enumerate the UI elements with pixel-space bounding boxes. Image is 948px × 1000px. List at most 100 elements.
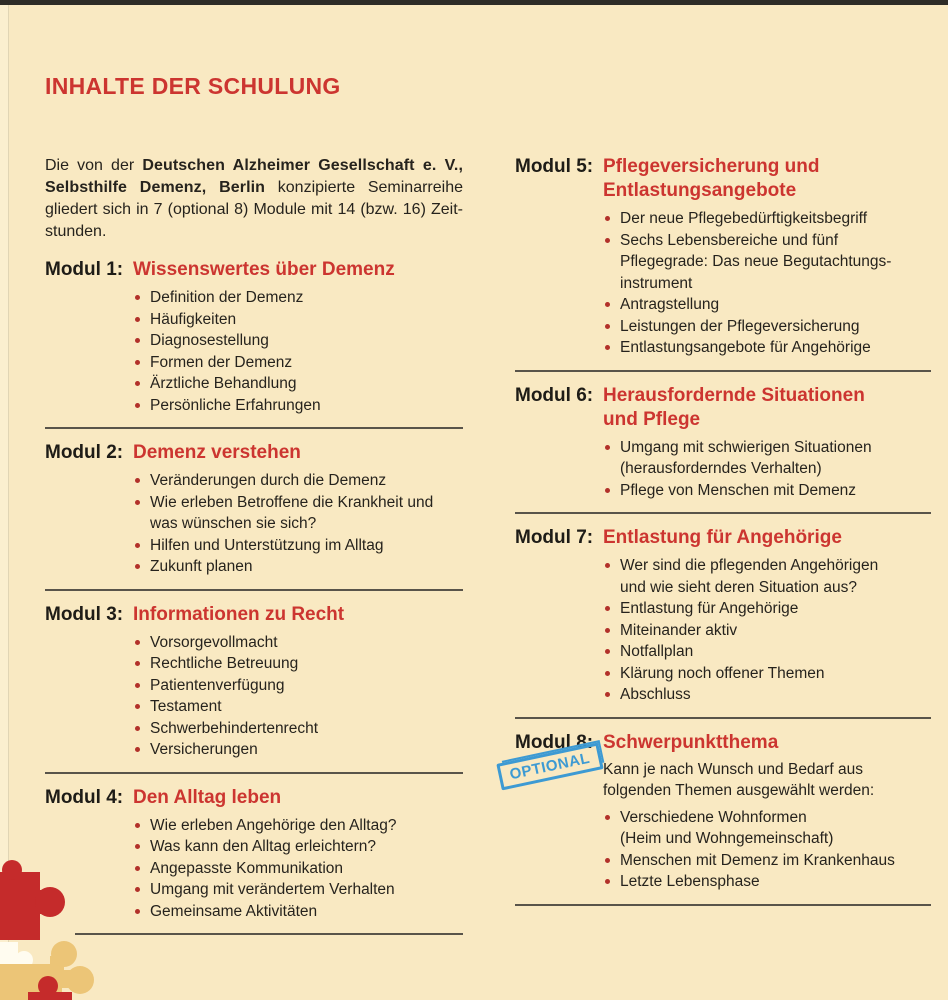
module-3-block: Modul 3: Informationen zu Recht Vorsorgevo… (45, 603, 463, 761)
module-title: Demenz verstehen (133, 442, 301, 463)
module-topic-item: Notfallplan (603, 641, 931, 663)
module-label: Modul 5: (515, 156, 594, 177)
module-divider (75, 933, 463, 935)
page-title: INHALTE DER SCHULUNG (45, 73, 341, 99)
module-divider (515, 716, 931, 719)
module-topic-list: Verschiedene Wohnformen (Heim und Wohnge… (603, 807, 931, 893)
module-content: Herausfordernde Situationen und Pflege Um… (603, 384, 931, 502)
module-topic-item: Häufigkeiten (133, 309, 463, 331)
module-title: Den Alltag leben (133, 786, 282, 808)
module-topic-item: Pflege von Menschen mit Demenz (603, 480, 931, 502)
module-topic-item: Formen der Demenz (133, 352, 463, 374)
module-topic-item: Umgang mit schwierigen Situationen (hera… (603, 437, 931, 480)
module-6-block: Modul 6: Herausfordernde Situationen und … (515, 384, 931, 502)
module-topic-item: Leistungen der Pflegeversicherung (603, 316, 931, 338)
module-label: Modul 6: (515, 384, 594, 406)
module-divider (515, 369, 931, 372)
module-topic-item: Abschluss (603, 684, 931, 706)
module-label: Modul 3: (45, 603, 124, 625)
module-divider (515, 512, 931, 514)
module-topic-item: Wie erleben Betroffene die Krankheit und… (133, 492, 463, 535)
module-topic-item: Menschen mit Demenz im Krankenhaus (603, 850, 931, 872)
module-content: Pflegeversicherung und Entlastungsangebo… (603, 155, 931, 359)
module-divider (515, 903, 931, 906)
module-2-block: Modul 2: Demenz verstehen Veränderungen du… (45, 441, 463, 578)
puzzle-decoration (0, 860, 94, 1000)
module-label: Modul 1: (45, 259, 124, 280)
module-topic-item: Angepasste Kommunikation (133, 858, 463, 880)
module-content: Informationen zu Recht Vorsorgevollmacht R… (133, 603, 463, 761)
module-divider (45, 427, 463, 429)
puzzle-piece-red-icon (0, 860, 65, 940)
module-7-block: Modul 7: Entlastung für Angehörige Wer sin… (515, 526, 931, 706)
module-label: Modul 8: (515, 731, 594, 753)
module-title: Wissenswertes über Demenz (133, 259, 395, 280)
module-topic-item: Vorsorgevollmacht (133, 632, 463, 654)
module-topic-list: Der neue Pflegebedürftigkeitsbegriff Sech… (603, 208, 931, 359)
module-topic-item: Klärung noch offener Themen (603, 663, 931, 685)
module-title: Pflegeversicherung und Entlastungsangebo… (603, 156, 820, 201)
module-topic-item: Zukunft planen (133, 556, 463, 578)
module-label: Modul 2: (45, 442, 124, 463)
module-topic-list: Vorsorgevollmacht Rechtliche Betreuung Pat… (133, 632, 463, 761)
module-topic-item: Der neue Pflegebedürftigkeitsbegriff (603, 208, 931, 230)
module-divider (45, 771, 463, 774)
module-lead-text: Kann je nach Wunsch und Bedarf aus folge… (603, 760, 875, 800)
module-title: Informationen zu Recht (133, 603, 345, 625)
module-topic-item: Versicherungen (133, 739, 463, 761)
module-topic-item: Miteinander aktiv (603, 620, 931, 642)
module-topic-item: Ärztliche Behandlung (133, 373, 463, 395)
module-topic-item: Schwerbehindertenrecht (133, 718, 463, 740)
module-topic-item: Was kann den Alltag erleichtern? (133, 836, 463, 858)
module-content: Entlastung für Angehörige Wer sind die pf… (603, 526, 931, 706)
puzzle-knob-red-icon (28, 976, 72, 1000)
module-topic-item: Wer sind die pflegenden Angehörigen und … (603, 555, 931, 598)
intro-bold-text: Deutschen Alzheimer Gesellschaft e. V., … (45, 157, 464, 196)
module-topic-item: Wie erleben Angehörige den Alltag? (133, 815, 463, 837)
module-topic-item: Antragstellung (603, 294, 931, 316)
module-topic-list: Umgang mit schwierigen Situationen (hera… (603, 437, 931, 502)
module-topic-item: Rechtliche Betreuung (133, 653, 463, 675)
module-topic-item: Definition der Demenz (133, 287, 463, 309)
module-topic-list: Definition der Demenz Häufigkeiten Diagnos… (133, 287, 463, 416)
module-1-block: Modul 1: Wissenswertes über Demenz Definit… (45, 258, 463, 416)
top-edge-bar (0, 0, 948, 5)
module-topic-list: Wer sind die pflegenden Angehörigen und … (603, 555, 931, 706)
module-content: Den Alltag leben Wie erleben Angehörige d… (133, 786, 463, 923)
module-topic-list: Veränderungen durch die Demenz Wie erlebe… (133, 470, 463, 578)
module-topic-list: Wie erleben Angehörige den Alltag? Was ka… (133, 815, 463, 923)
module-content: Schwerpunktthema Kann je nach Wunsch und … (603, 731, 931, 893)
module-topic-item: Umgang mit verändertem Verhalten (133, 879, 463, 901)
module-content: Wissenswertes über Demenz Definition der … (133, 258, 463, 416)
intro-paragraph: Die von der Deutschen Alzheimer Gesellsc… (45, 155, 463, 243)
module-topic-item: Hilfen und Unterstützung im Alltag (133, 535, 463, 557)
module-topic-item: Entlastungsangebote für Angehörige (603, 337, 931, 359)
module-5-block: Modul 5: Pflegeversicherung und Entlastun… (515, 155, 931, 359)
intro-text: konzipierte Seminarreihe gliedert sich i… (45, 179, 463, 240)
module-topic-item: Diagnosestellung (133, 330, 463, 352)
module-topic-item: Persönliche Erfahrungen (133, 395, 463, 417)
left-modules-container: Modul 1: Wissenswertes über Demenz Definit… (45, 258, 463, 935)
module-content: Demenz verstehen Veränderungen durch die … (133, 441, 463, 578)
module-8-block: Modul 8: Schwerpunktthema Kann je nach Wun… (496, 731, 931, 893)
right-modules-container: Modul 5: Pflegeversicherung und Entlastun… (496, 155, 931, 906)
module-topic-item: Sechs Lebensbereiche und fünf Pflegegrad… (603, 230, 931, 295)
module-topic-item: Testament (133, 696, 463, 718)
module-title: Herausfordernde Situationen und Pflege (603, 384, 865, 430)
module-title: Entlastung für Angehörige (603, 527, 842, 548)
module-label: Modul 4: (45, 786, 124, 808)
module-4-block: Modul 4: Den Alltag leben Wie erleben Ange… (45, 786, 463, 923)
page-left-edge (0, 5, 9, 1000)
module-topic-item: Gemeinsame Aktivitäten (133, 901, 463, 923)
module-label: Modul 7: (515, 527, 594, 548)
module-divider (45, 588, 463, 591)
module-topic-item: Veränderungen durch die Demenz (133, 470, 463, 492)
module-topic-item: Letzte Lebensphase (603, 871, 931, 893)
module-topic-item: Entlastung für Angehörige (603, 598, 931, 620)
right-column: Modul 5: Pflegeversicherung und Entlastun… (496, 155, 931, 918)
left-column: Die von der Deutschen Alzheimer Gesellsc… (45, 155, 463, 947)
module-topic-item: Patientenverfügung (133, 675, 463, 697)
intro-text: Die von der (45, 157, 143, 174)
module-title: Schwerpunktthema (603, 731, 779, 753)
